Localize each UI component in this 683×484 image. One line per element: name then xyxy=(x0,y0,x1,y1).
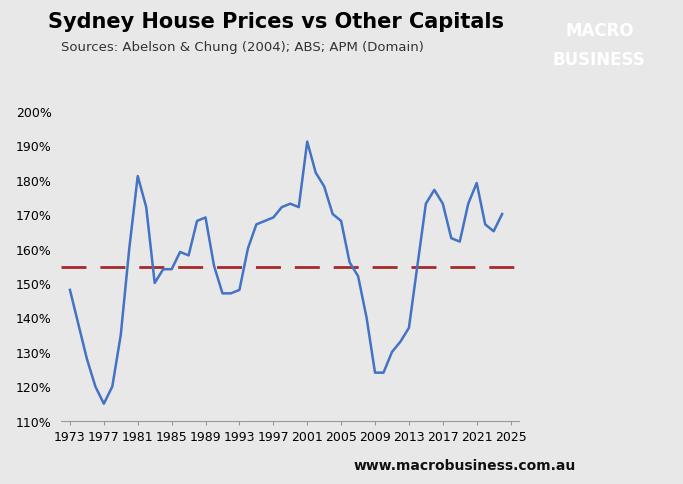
Text: MACRO: MACRO xyxy=(565,22,634,40)
Text: Sources: Abelson & Chung (2004); ABS; APM (Domain): Sources: Abelson & Chung (2004); ABS; AP… xyxy=(61,41,424,54)
Text: www.macrobusiness.com.au: www.macrobusiness.com.au xyxy=(353,458,576,472)
Text: BUSINESS: BUSINESS xyxy=(553,51,645,69)
Text: Sydney House Prices vs Other Capitals: Sydney House Prices vs Other Capitals xyxy=(48,12,504,32)
